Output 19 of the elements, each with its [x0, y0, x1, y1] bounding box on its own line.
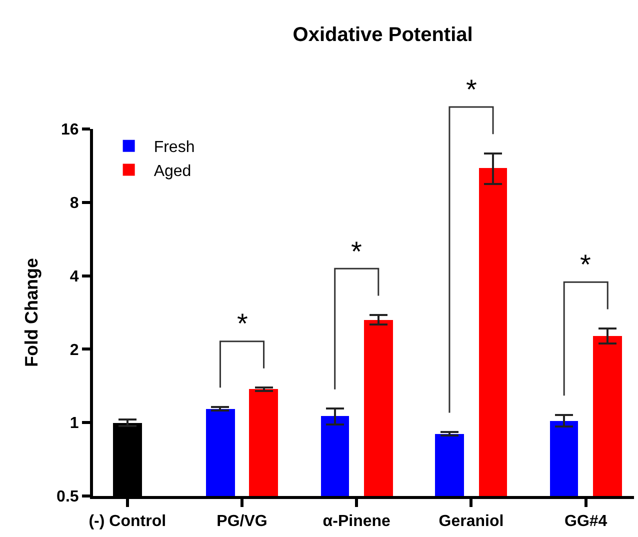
annotation: * — [351, 236, 362, 267]
x-tick-label: (-) Control — [88, 513, 166, 530]
y-tick-label: 16 — [61, 122, 79, 139]
annotation: * — [580, 249, 591, 280]
y-tick-label: 8 — [70, 195, 79, 212]
y-tick-label: 2 — [70, 342, 79, 359]
legend-label: Aged — [154, 162, 192, 180]
legend-label: Fresh — [154, 139, 195, 156]
x-tick-label: α-Pinene — [322, 513, 391, 530]
text: * — [466, 74, 477, 105]
x-tick-label: PG/VG — [216, 513, 268, 530]
x-tick-label: Geraniol — [438, 513, 504, 530]
y-tick-label: 1 — [70, 415, 79, 432]
chart-title: Oxidative Potential — [292, 24, 473, 46]
y-tick-label: 0.5 — [56, 488, 79, 506]
y-axis-title: Fold Change — [22, 258, 42, 367]
x-tick-label: GG#4 — [564, 513, 608, 530]
y-tick-label: 4 — [70, 268, 79, 286]
annotation: * — [237, 308, 248, 339]
